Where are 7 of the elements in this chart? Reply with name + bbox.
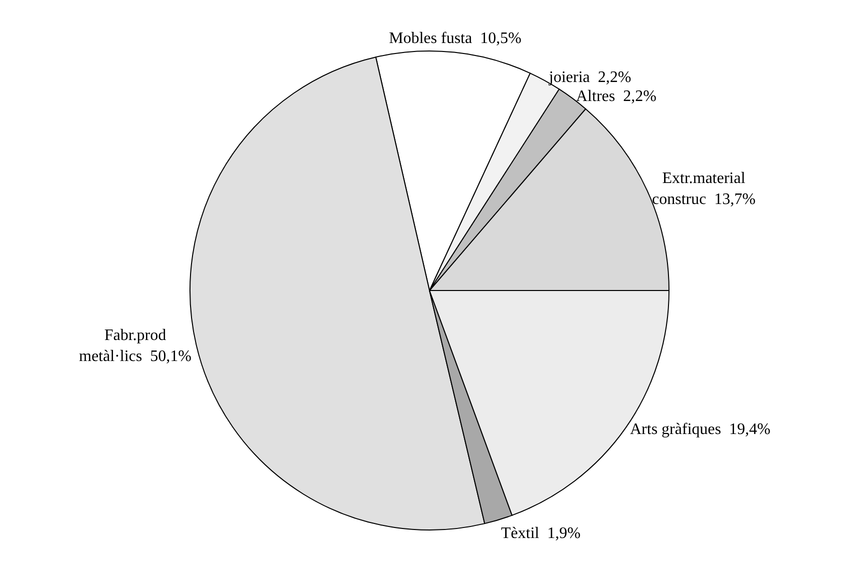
slice-label: Altres 2,2% [576, 88, 656, 105]
slice-label: Arts gràfiques 19,4% [630, 421, 770, 438]
slice-label: Extr.material construc 13,7% [652, 170, 756, 208]
slice-label: Mobles fusta 10,5% [389, 30, 522, 47]
slice-label: Tèxtil 1,9% [501, 525, 581, 542]
slice-label: Fabr.prod metàl·lics 50,1% [79, 327, 192, 365]
slice-label: joieria 2,2% [548, 69, 632, 86]
